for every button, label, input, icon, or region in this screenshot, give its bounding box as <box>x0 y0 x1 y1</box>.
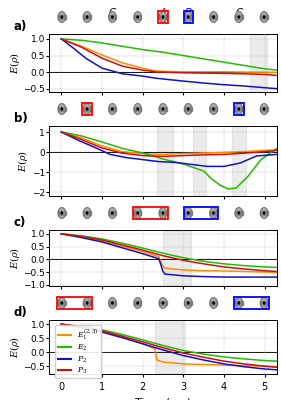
Text: C: C <box>235 8 243 18</box>
Text: d): d) <box>14 306 28 319</box>
Text: c): c) <box>14 216 26 229</box>
Bar <box>155 320 185 374</box>
Text: A: A <box>159 8 167 18</box>
Legend: $E_1^{(2,3)}$, $E_2$, $P_2$, $P_3$: $E_1^{(2,3)}$, $E_2$, $P_2$, $P_3$ <box>55 325 101 378</box>
Text: B: B <box>185 8 192 18</box>
Bar <box>232 126 246 196</box>
Y-axis label: $E(\rho)$: $E(\rho)$ <box>8 336 22 358</box>
Y-axis label: $E(\rho)$: $E(\rho)$ <box>8 247 22 269</box>
Bar <box>163 230 191 286</box>
Text: a): a) <box>14 20 27 33</box>
Bar <box>157 126 173 196</box>
Bar <box>193 126 206 196</box>
Y-axis label: $E(\rho)$: $E(\rho)$ <box>8 52 22 74</box>
Text: C: C <box>109 8 116 18</box>
X-axis label: Time (ms): Time (ms) <box>135 397 191 400</box>
Y-axis label: $E(\rho)$: $E(\rho)$ <box>16 150 30 172</box>
Bar <box>250 34 267 92</box>
Text: b): b) <box>14 112 28 125</box>
